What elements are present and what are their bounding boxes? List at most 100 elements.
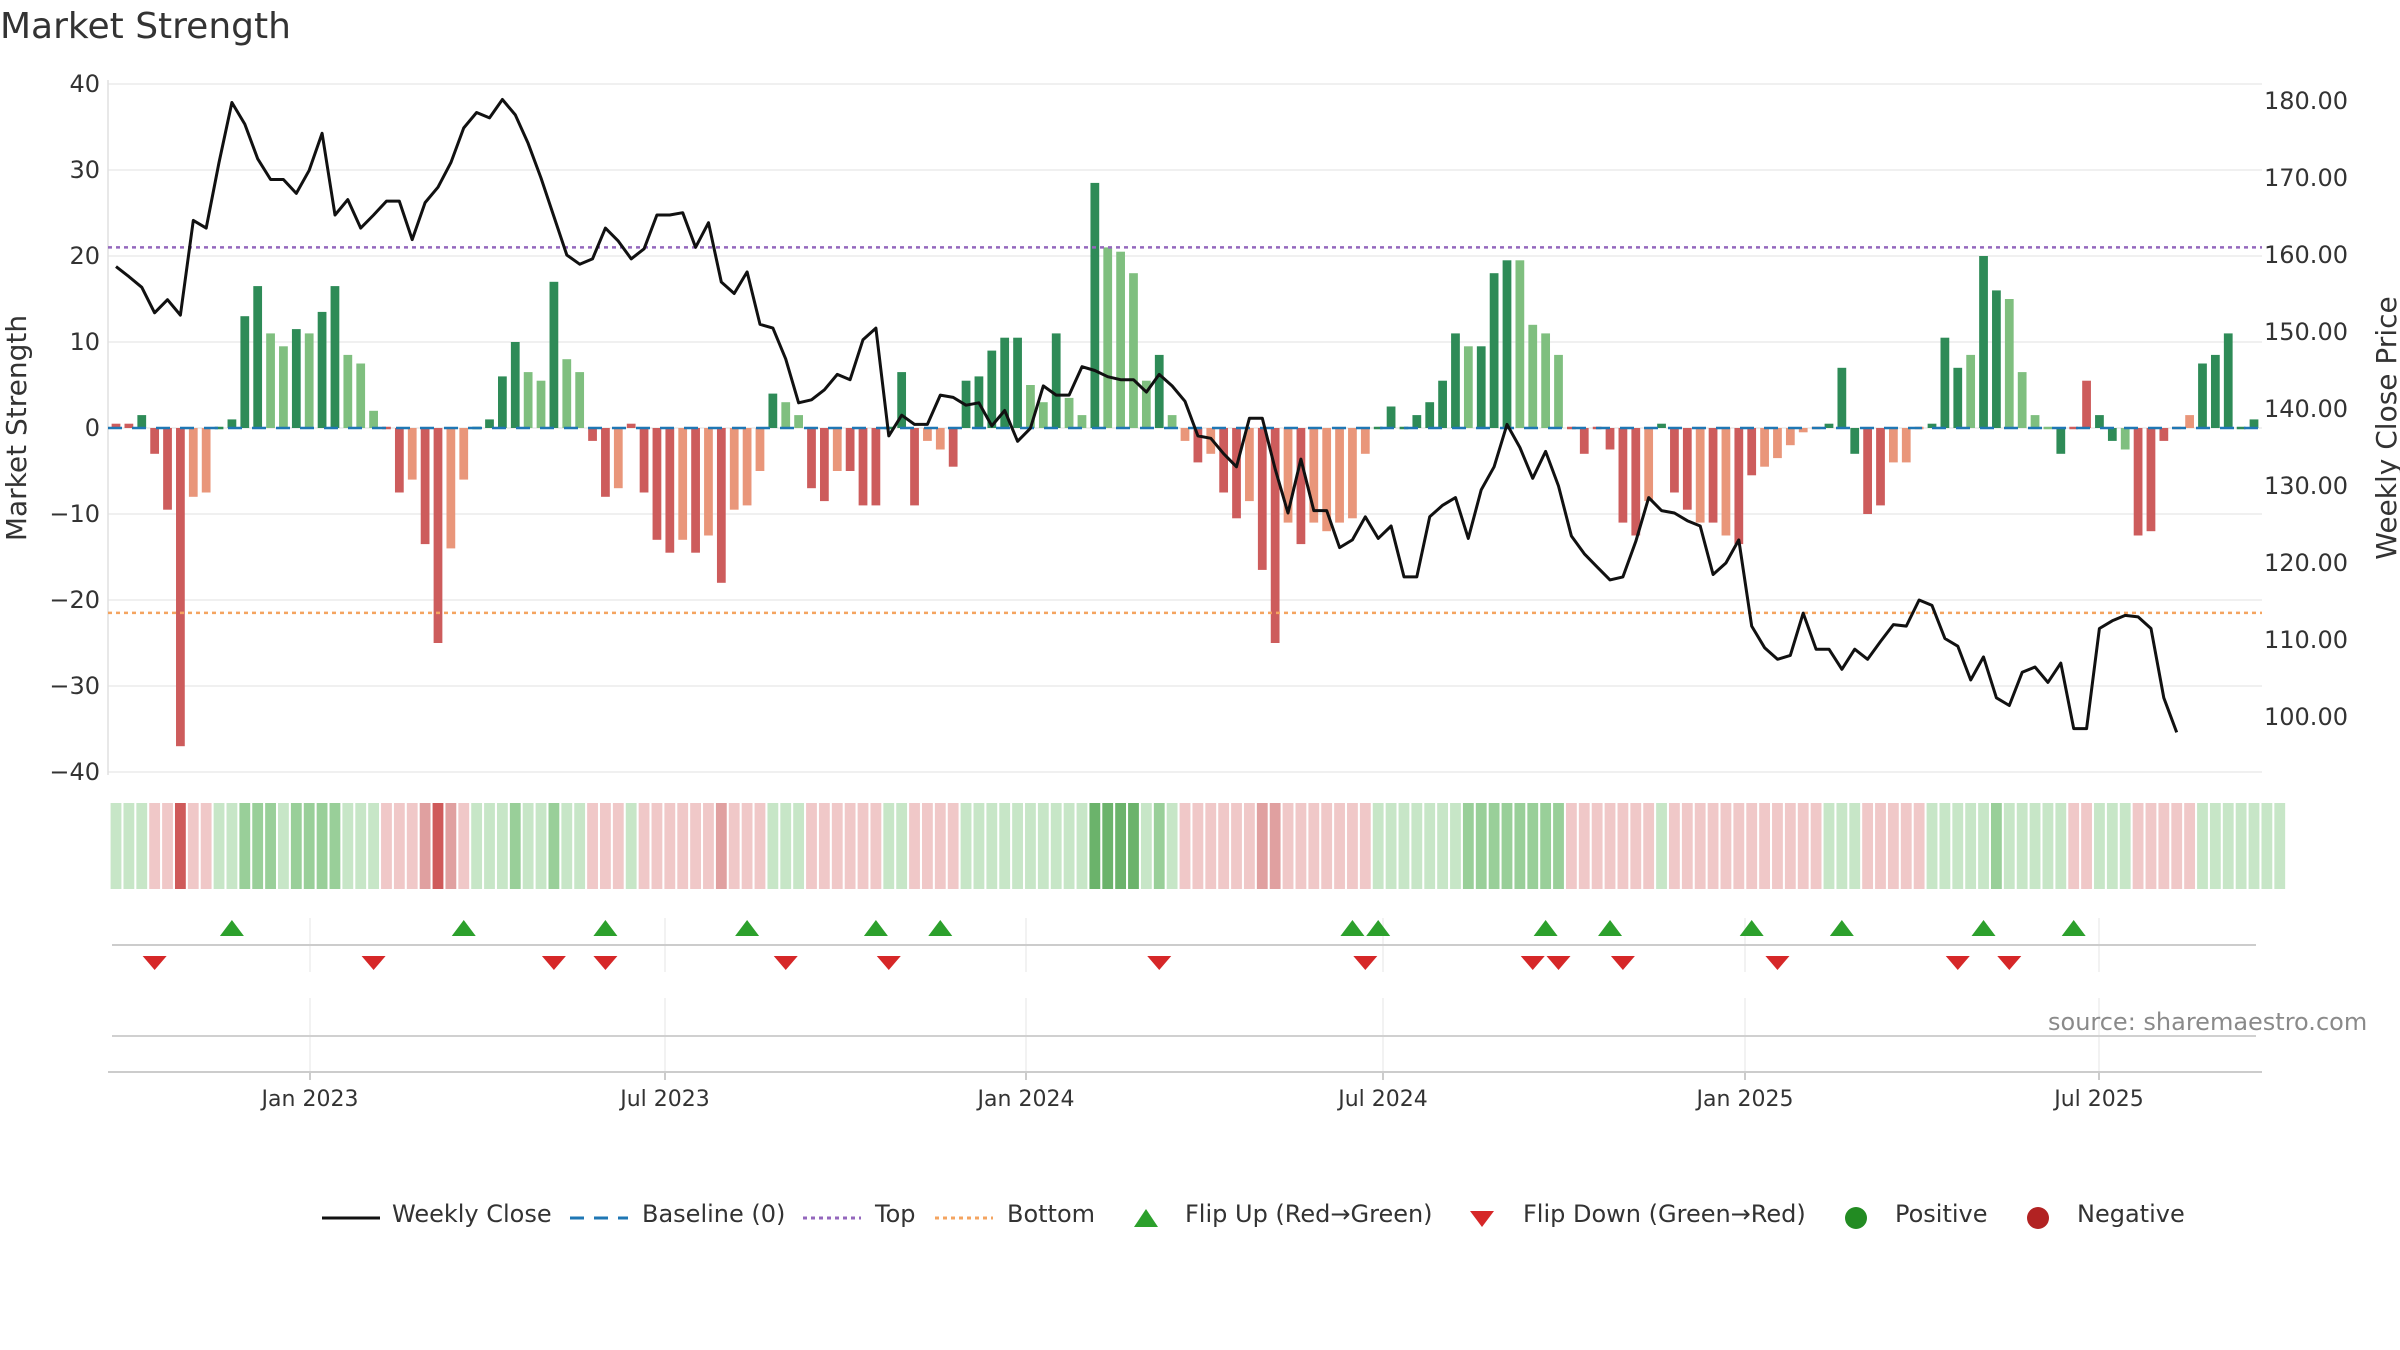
strength-bar	[253, 286, 263, 428]
flip-down-marker	[1147, 956, 1172, 970]
strength-bar	[2146, 428, 2156, 532]
heat-strip-cell	[728, 803, 740, 889]
heat-strip-cell	[1025, 803, 1036, 889]
heat-strip-cell	[1437, 803, 1448, 889]
heat-strip-cell	[445, 803, 457, 889]
strength-bar	[1000, 337, 1010, 428]
strength-bar	[575, 372, 585, 428]
strength-bar	[1077, 415, 1087, 428]
heat-strip-cell	[703, 803, 714, 889]
strength-bar	[1257, 428, 1267, 570]
strength-bar	[832, 428, 842, 471]
legend-flip-down-label: Flip Down (Green→Red)	[1523, 1200, 1806, 1228]
heat-strip-cell	[239, 803, 251, 889]
strength-bar	[446, 428, 456, 549]
strength-bar	[382, 426, 391, 430]
heat-strip-cell	[213, 803, 225, 889]
heat-strip-cell	[1759, 803, 1770, 889]
strength-bar	[420, 428, 430, 545]
y2-tick-label: 160.00	[2264, 241, 2348, 269]
legend-positive-label: Positive	[1895, 1200, 1988, 1228]
flip-down-marker	[876, 956, 901, 970]
heat-strip-cell	[754, 803, 766, 889]
strength-bar	[1618, 428, 1628, 523]
x-tick-label: Jul 2024	[1336, 1087, 1428, 1112]
flip-up-marker	[1829, 920, 1854, 936]
heat-strip-cell	[1553, 803, 1564, 889]
heat-strip-cell	[149, 803, 161, 889]
heat-strip-cell	[278, 803, 289, 889]
heat-strip-cell	[1192, 803, 1204, 889]
flip-up-marker	[1598, 920, 1623, 936]
strength-bar	[1180, 428, 1190, 441]
strength-bar	[1489, 273, 1499, 428]
flip-down-marker	[1945, 956, 1970, 970]
y2-tick-label: 100.00	[2264, 703, 2348, 731]
strength-bar	[1837, 367, 1847, 428]
legend-flip-up-label: Flip Up (Red→Green)	[1185, 1200, 1433, 1228]
heat-strip-cell	[2145, 803, 2157, 889]
strength-bar	[1528, 324, 1538, 428]
strength-bar	[201, 428, 211, 493]
strength-bar	[498, 376, 507, 428]
heat-strip-cell	[123, 803, 135, 889]
strength-bar	[1193, 428, 1203, 463]
strength-bar	[1644, 428, 1654, 502]
flip-down-marker	[1765, 956, 1790, 970]
heat-strip-cell	[1347, 803, 1358, 889]
heat-strip-cell	[1604, 803, 1616, 889]
strength-bar	[678, 428, 688, 540]
heat-strip-cell	[793, 803, 805, 889]
heat-strip-cell	[1166, 803, 1178, 889]
heat-strip-cell	[651, 803, 663, 889]
strength-bar	[819, 428, 829, 502]
heat-strip-cell	[1630, 803, 1642, 889]
heat-strip-cell	[1295, 803, 1307, 889]
strength-bar	[1154, 354, 1164, 428]
heat-strip-cell	[1115, 803, 1127, 889]
strength-bar	[1013, 337, 1022, 428]
heat-strip-cell	[818, 803, 830, 889]
heat-strip-cell	[896, 803, 908, 889]
strength-bar	[1695, 428, 1705, 523]
heat-strip-cell	[1772, 803, 1783, 889]
heat-strip-cell	[1849, 803, 1861, 889]
y2-tick-label: 150.00	[2264, 318, 2348, 346]
heat-strip-cell	[1411, 803, 1423, 889]
strength-bar	[317, 311, 327, 428]
strength-bar	[1438, 380, 1447, 428]
flip-down-marker	[361, 956, 386, 970]
strength-bar	[1232, 428, 1241, 519]
heat-strip-cell	[1900, 803, 1912, 889]
heat-strip-cell	[342, 803, 354, 889]
heat-strip-cell	[1424, 803, 1436, 889]
heat-strip-cell	[1398, 803, 1410, 889]
heat-strip-cell	[857, 803, 869, 889]
heat-strip-cell	[1978, 803, 1989, 889]
heat-strip-cell	[909, 803, 920, 889]
strength-bar	[1219, 428, 1229, 493]
heat-strip-cell	[1153, 803, 1165, 889]
heat-strip-cell	[2042, 803, 2054, 889]
flip-down-marker	[541, 956, 566, 970]
heat-strip-cell	[1965, 803, 1977, 889]
legend-bottom-label: Bottom	[1007, 1200, 1096, 1228]
flip-up-marker	[735, 920, 760, 936]
strength-bar	[1992, 290, 2001, 428]
heat-strip-cell	[368, 803, 379, 889]
heat-strip-cell	[1823, 803, 1835, 889]
strength-bar	[1309, 428, 1319, 523]
strength-bar	[2056, 428, 2066, 454]
flip-down-marker	[1520, 956, 1545, 970]
heat-strip-cell	[883, 803, 895, 889]
heat-strip-cell	[1643, 803, 1655, 889]
strength-bar	[1760, 428, 1769, 467]
heat-strip-cell	[947, 803, 959, 889]
strength-bar	[2210, 354, 2220, 428]
heat-strip-cell	[548, 803, 560, 889]
heat-strip-cell	[1514, 803, 1526, 889]
strength-bar	[768, 393, 778, 428]
heat-strip-cell	[1797, 803, 1809, 889]
heat-strip-cell	[1334, 803, 1345, 889]
